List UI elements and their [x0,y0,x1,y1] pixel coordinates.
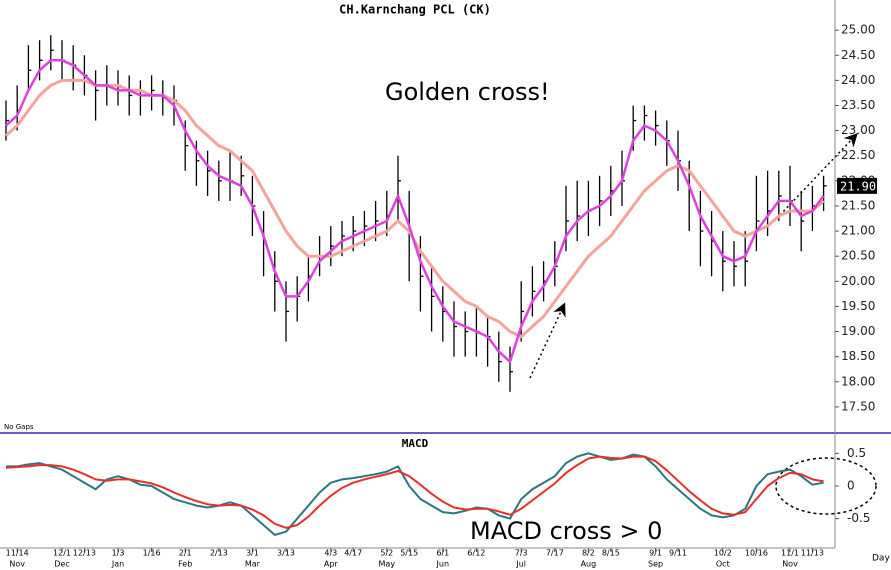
x-tick-label: 7/17 [546,549,564,558]
chart-title: CH.Karnchang PCL (CK) [339,3,491,17]
x-tick-label: 5/15 [400,549,418,558]
arrow [529,302,566,379]
y-tick-label: 18.50 [841,349,875,363]
last-value-label: 21.90 [840,179,876,193]
note: No Gaps [4,423,34,431]
y-tick-label: 23.00 [841,123,875,137]
month-label: Jan [111,560,124,569]
panel-title: MACD [402,437,429,450]
x-tick-label: 3/1 [246,549,259,558]
x-tick-label: 10/2 [714,549,732,558]
x-tick-label: 6/1 [436,549,449,558]
month-label: Mar [245,560,261,569]
x-tick-label: 5/2 [380,549,393,558]
highlight-ellipse [775,457,877,515]
x-axis-label: Day [872,554,890,564]
y-tick-label: 21.00 [841,224,875,238]
y-tick-label: -0.5 [847,511,870,525]
x-tick-label: 9/1 [649,549,662,558]
annotation: Golden cross! [385,78,550,106]
month-label: Apr [324,560,339,569]
y-tick-label: 19.50 [841,299,875,313]
moving-average-line [5,59,825,363]
month-label: Nov [9,560,25,569]
y-tick-label: 0.5 [847,446,866,460]
y-tick-label: 20.50 [841,249,875,263]
x-tick-label: 12/1 [53,549,71,558]
month-label: Aug [581,560,597,569]
macd-line [6,452,824,536]
macd-line [5,455,824,529]
y-tick-label: 23.50 [841,98,875,112]
y-tick-label: 25.00 [841,23,875,37]
y-tick-label: 21.50 [841,198,875,212]
y-tick-label: 18.00 [841,374,875,388]
month-label: Oct [716,560,730,569]
x-tick-label: 4/17 [344,549,362,558]
x-tick-label: 8/2 [582,549,595,558]
x-tick-label: 11/14 [6,549,29,558]
x-tick-label: 11/1 [781,549,799,558]
y-tick-label: 24.00 [841,73,875,87]
x-tick-label: 6/12 [467,549,485,558]
y-tick-label: 17.50 [841,399,875,413]
x-tick-label: 4/3 [324,549,337,558]
month-label: Jul [515,560,526,569]
x-tick-label: 2/13 [210,549,228,558]
y-tick-label: 20.00 [841,274,875,288]
x-tick-label: 1/16 [143,549,161,558]
x-tick-label: 7/3 [515,549,528,558]
x-tick-label: 1/3 [112,549,125,558]
arrow [779,133,858,216]
x-tick-label: 12/13 [73,549,96,558]
month-label: Dec [54,560,69,569]
y-tick-label: 22.50 [841,148,875,162]
month-label: Feb [178,560,192,569]
x-tick-label: 2/1 [179,549,192,558]
y-tick-label: 0 [847,478,855,492]
y-tick-label: 19.00 [841,324,875,338]
x-tick-label: 11/13 [801,549,824,558]
month-label: Jun [436,560,450,569]
x-tick-label: 9/11 [669,549,687,558]
x-tick-label: 8/15 [602,549,620,558]
x-tick-label: 3/13 [277,549,295,558]
last-value-box [837,177,877,194]
month-label: Sep [648,560,663,569]
month-label: Nov [782,560,798,569]
y-tick-label: 24.50 [841,48,875,62]
x-tick-label: 10/16 [745,549,768,558]
annotation: MACD cross > 0 [470,517,662,545]
month-label: May [379,560,396,569]
